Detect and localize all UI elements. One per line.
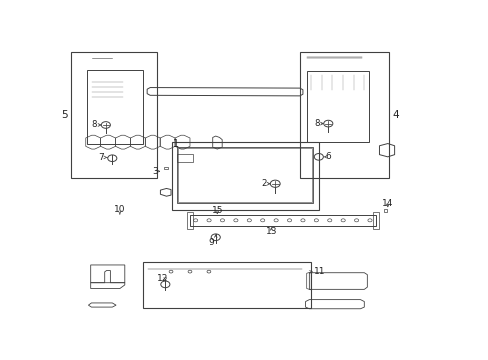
Text: 12: 12 [157, 274, 168, 283]
Text: 3: 3 [152, 167, 158, 176]
Text: 1: 1 [172, 139, 178, 149]
Text: 4: 4 [392, 110, 399, 120]
Text: 9: 9 [207, 238, 213, 247]
Bar [87, 69, 142, 144]
Text: 8: 8 [313, 119, 319, 128]
Bar [177, 154, 192, 162]
Bar [178, 148, 311, 202]
Bar [172, 141, 319, 210]
Text: 5: 5 [61, 110, 67, 120]
Bar [142, 262, 311, 308]
Text: 8: 8 [91, 121, 97, 130]
Text: 15: 15 [211, 206, 223, 215]
Bar [299, 51, 388, 179]
Text: 6: 6 [325, 152, 331, 161]
Text: 7: 7 [98, 153, 104, 162]
Text: 14: 14 [381, 199, 393, 208]
Bar [70, 51, 157, 179]
Bar [186, 212, 193, 229]
Text: 13: 13 [265, 227, 277, 236]
Text: 11: 11 [314, 267, 325, 276]
Bar [383, 209, 386, 212]
Text: 10: 10 [114, 205, 125, 214]
Bar [164, 167, 168, 169]
Bar [189, 215, 375, 226]
Text: 2: 2 [261, 179, 266, 188]
Bar [306, 71, 368, 141]
Bar [176, 147, 312, 203]
Bar [372, 212, 378, 229]
